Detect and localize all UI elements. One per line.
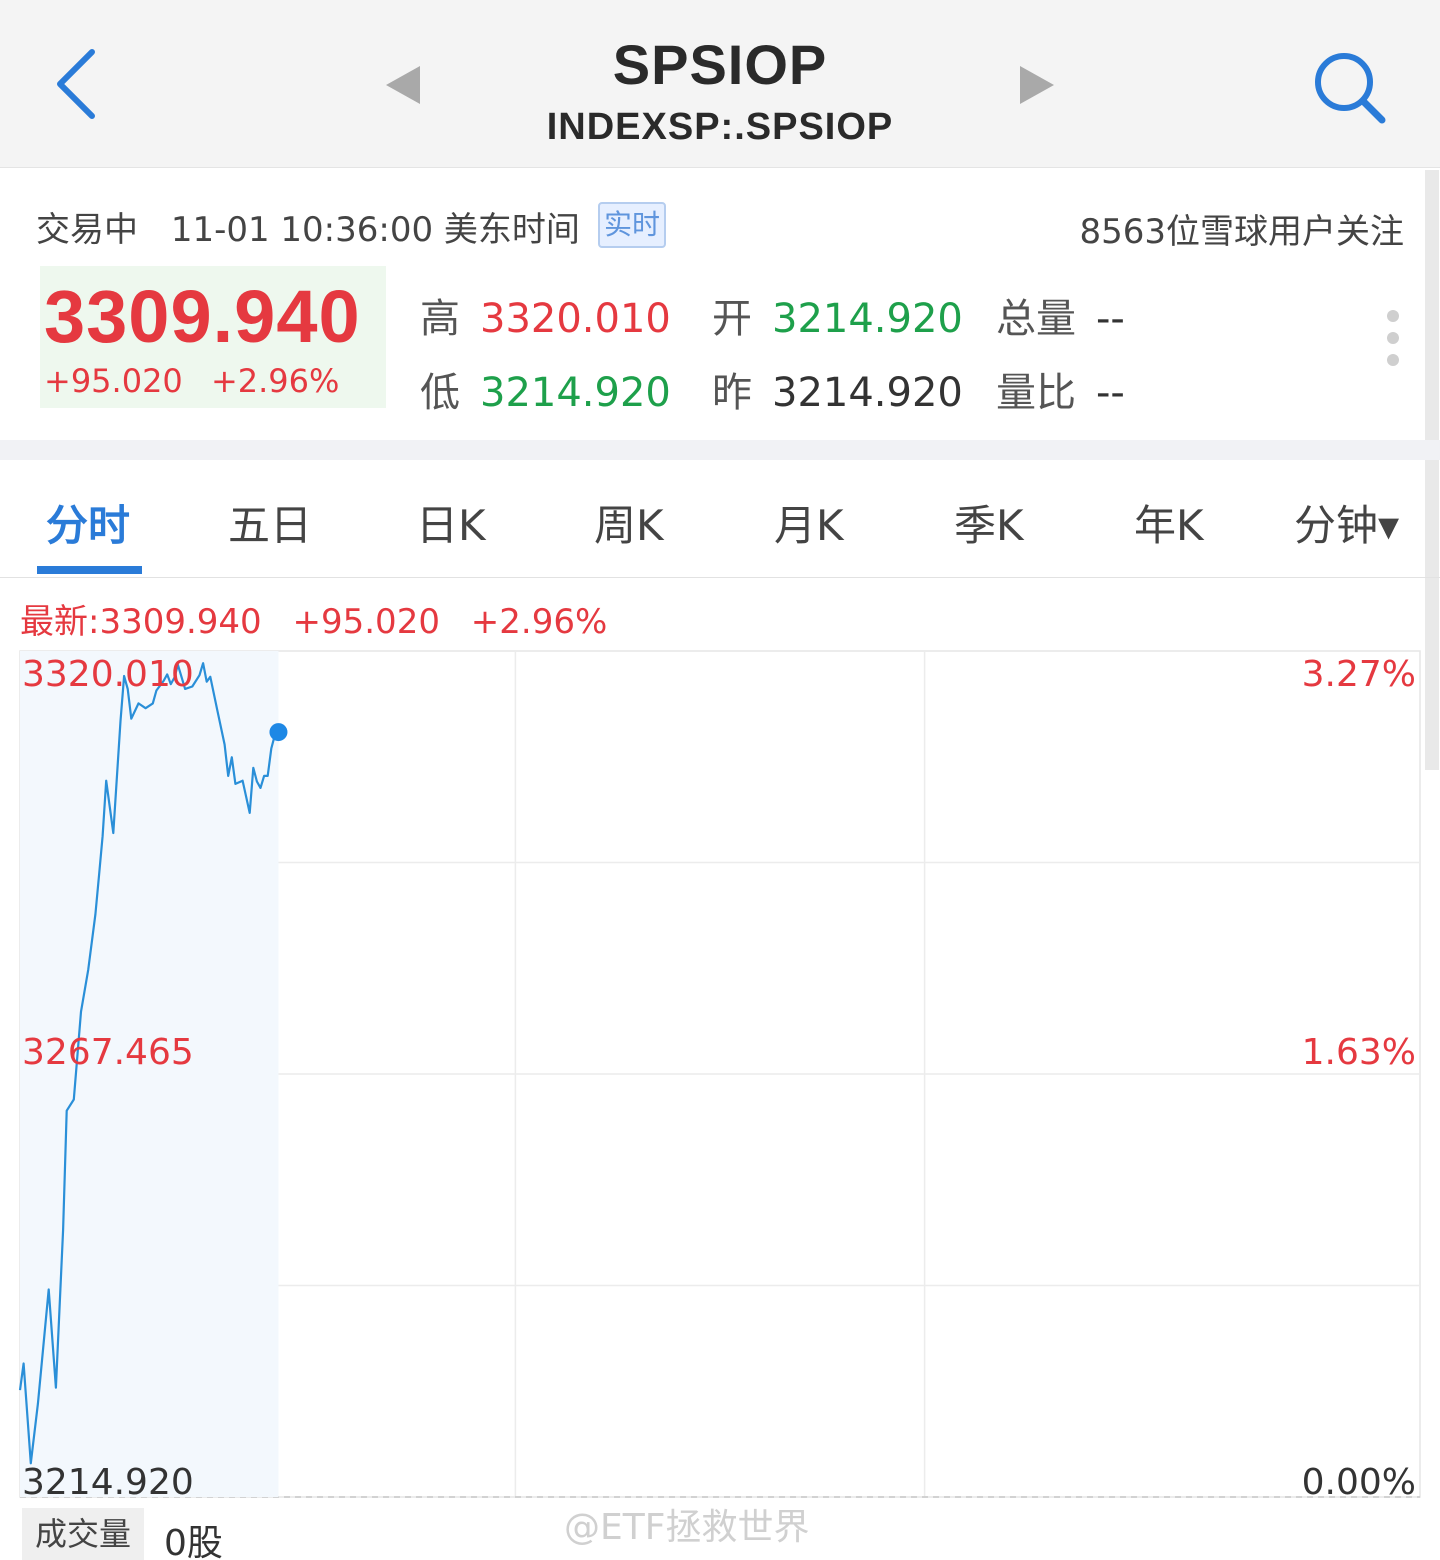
page-title: SPSIOP: [612, 33, 828, 96]
watermark: @ETF拯救世界: [564, 1507, 810, 1548]
stat-high-label: 高: [420, 296, 460, 342]
chart-latest-row: 最新:3309.940 +95.020 +2.96%: [20, 594, 607, 643]
y-label-right-top: 3.27%: [1301, 654, 1416, 695]
triangle-right-icon[interactable]: [1010, 60, 1060, 110]
change-percent: +2.96%: [210, 362, 340, 400]
stat-prev-close: 昨 3214.920: [712, 360, 963, 418]
change-amount: +95.020: [44, 362, 183, 400]
active-tab-indicator: [37, 566, 142, 574]
stat-open-value: 3214.920: [772, 296, 963, 342]
tab-yearly-k[interactable]: 年K: [1134, 501, 1204, 550]
y-label-right-bottom: 0.00%: [1301, 1462, 1416, 1503]
page-subtitle: INDEXSP:.SPSIOP: [546, 106, 894, 148]
stat-volume-ratio: 量比 --: [996, 360, 1125, 418]
section-divider: [0, 440, 1440, 460]
volume-label: 成交量: [22, 1508, 144, 1560]
trade-status-row: 交易中 11-01 10:36:00 美东时间: [36, 202, 602, 251]
stat-prev-label: 昨: [712, 370, 752, 416]
volume-value: 0股: [164, 1523, 223, 1560]
tab-daily-k[interactable]: 日K: [416, 501, 486, 550]
tab-intraday[interactable]: 分时: [46, 501, 131, 550]
search-icon[interactable]: [1308, 48, 1392, 128]
tab-quarterly-k[interactable]: 季K: [954, 501, 1024, 550]
stat-high: 高 3320.010: [420, 286, 671, 344]
chart-latest-change: +95.020: [292, 602, 440, 642]
tab-five-day[interactable]: 五日: [228, 501, 313, 550]
last-price-dot: [269, 723, 288, 742]
y-label-left-mid: 3267.465: [22, 1032, 194, 1073]
top-bar: SPSIOP INDEXSP:.SPSIOP: [0, 0, 1440, 168]
stat-volume: 总量 --: [996, 286, 1125, 344]
followers-count: 8563位雪球用户关注: [1079, 212, 1404, 252]
stat-open-label: 开: [712, 296, 752, 342]
triangle-left-icon[interactable]: [380, 60, 430, 110]
stat-open: 开 3214.920: [712, 286, 963, 344]
line-area-fill: [20, 651, 279, 1497]
quote-datetime: 11-01 10:36:00 美东时间: [170, 210, 580, 250]
realtime-badge: 实时: [598, 202, 666, 248]
stat-volume-label: 总量: [996, 296, 1076, 342]
chart-period-tabs: 分时 五日 日K 周K 月K 季K 年K 分钟▾: [0, 470, 1440, 578]
y-label-right-mid: 1.63%: [1301, 1032, 1416, 1073]
scrollbar[interactable]: [1425, 170, 1439, 770]
trade-status: 交易中: [36, 210, 138, 250]
chart-latest-price: 最新:3309.940: [20, 602, 262, 642]
stat-ratio-label: 量比: [996, 370, 1076, 416]
stat-low-label: 低: [420, 370, 460, 416]
tab-weekly-k[interactable]: 周K: [594, 501, 664, 550]
price-line: [18, 662, 280, 1465]
y-label-left-top: 3320.010: [22, 654, 194, 695]
chart-latest-percent: +2.96%: [470, 602, 608, 642]
stat-low: 低 3214.920: [420, 360, 671, 418]
stat-prev-value: 3214.920: [772, 370, 963, 416]
tab-minute-dropdown[interactable]: 分钟▾: [1294, 501, 1400, 550]
tab-monthly-k[interactable]: 月K: [774, 501, 844, 550]
price-box: 3309.940 +95.020 +2.96%: [40, 266, 386, 408]
stat-high-value: 3320.010: [480, 296, 671, 342]
chevron-left-icon[interactable]: [40, 44, 120, 124]
current-price: 3309.940: [44, 275, 361, 358]
more-options-icon[interactable]: [1384, 310, 1402, 370]
price-change: +95.020 +2.96%: [44, 362, 339, 400]
stat-low-value: 3214.920: [480, 370, 671, 416]
stat-volume-value: --: [1096, 296, 1125, 342]
stat-ratio-value: --: [1096, 370, 1125, 416]
intraday-chart[interactable]: [0, 640, 1440, 1510]
y-label-left-bottom: 3214.920: [22, 1462, 194, 1503]
